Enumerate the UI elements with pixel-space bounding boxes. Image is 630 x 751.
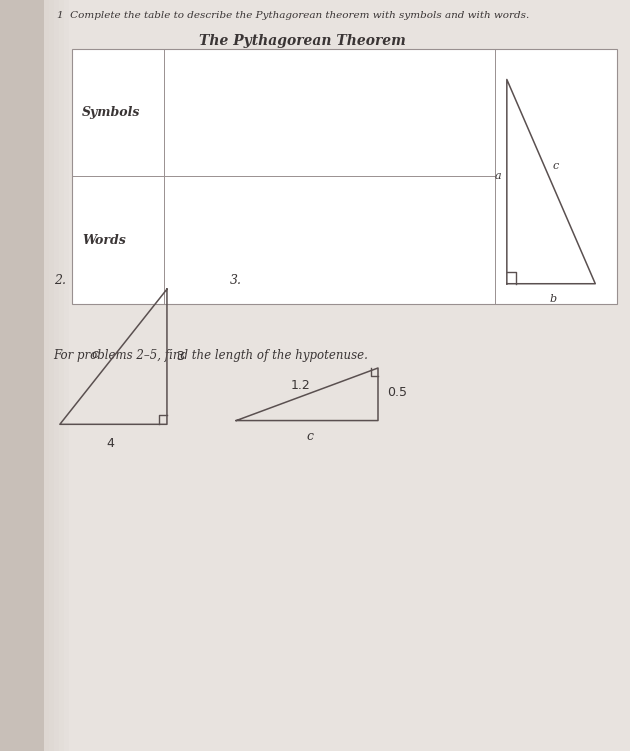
Text: c: c xyxy=(553,161,559,171)
Text: c: c xyxy=(91,348,98,361)
Text: 4: 4 xyxy=(106,437,114,450)
Text: 1  Complete the table to describe the Pythagorean theorem with symbols and with : 1 Complete the table to describe the Pyt… xyxy=(57,11,529,20)
Bar xyxy=(54,0,59,751)
Text: 3: 3 xyxy=(176,350,184,363)
Text: Symbols: Symbols xyxy=(82,106,140,119)
Text: For problems 2–5, find the length of the hypotenuse.: For problems 2–5, find the length of the… xyxy=(54,349,369,362)
Bar xyxy=(44,0,49,751)
Bar xyxy=(49,0,54,751)
Text: c: c xyxy=(306,430,314,442)
Bar xyxy=(0,0,44,751)
Bar xyxy=(72,49,617,304)
Text: b: b xyxy=(550,294,557,304)
Text: 1.2: 1.2 xyxy=(290,379,311,392)
Bar xyxy=(59,0,64,751)
Text: The Pythagorean Theorem: The Pythagorean Theorem xyxy=(199,34,406,48)
Text: 3.: 3. xyxy=(230,274,242,287)
Bar xyxy=(64,0,69,751)
Text: Words: Words xyxy=(82,234,125,247)
Text: 0.5: 0.5 xyxy=(387,386,407,400)
Text: a: a xyxy=(495,171,501,182)
Text: 2.: 2. xyxy=(54,274,66,287)
